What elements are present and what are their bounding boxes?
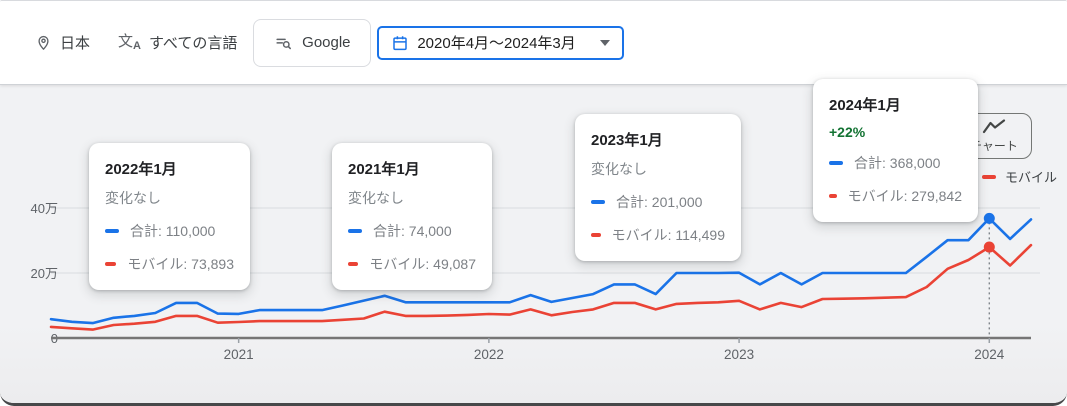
x-axis-label: 2022	[474, 347, 504, 362]
tooltip-card-2023-01: 2023年1月 変化なし 合計: 201,000 モバイル: 114,499	[575, 114, 741, 261]
search-engine-button[interactable]: Google	[253, 18, 372, 67]
x-axis-label: 2021	[224, 347, 254, 362]
translate-icon: 文A	[118, 32, 141, 52]
language-filter[interactable]: 文A すべての言語	[118, 32, 237, 53]
tooltip-change: 変化なし	[348, 190, 404, 206]
tooltip-mobile-value: モバイル: 279,842	[847, 188, 962, 204]
search-engine-icon	[276, 38, 292, 50]
tooltip-title: 2024年1月	[829, 97, 901, 114]
y-axis-label: 20万	[31, 266, 58, 281]
tooltip-mobile-row: モバイル: 73,893	[105, 254, 234, 274]
y-axis-label: 40万	[31, 201, 58, 216]
search-engine-label: Google	[302, 34, 351, 51]
location-filter[interactable]: 日本	[35, 32, 90, 53]
location-pin-icon	[38, 35, 49, 51]
total-highlight-marker[interactable]	[983, 212, 995, 224]
tooltip-total-row: 合計: 74,000	[348, 221, 476, 241]
chevron-down-icon	[599, 39, 610, 46]
tooltip-change-positive: +22%	[829, 124, 866, 140]
date-range-label: 2020年4月〜2024年3月	[417, 35, 576, 52]
chart-type-button[interactable]: チャート	[956, 113, 1032, 159]
tooltip-mobile-value: モバイル: 114,499	[611, 227, 725, 243]
total-line	[49, 217, 1033, 325]
total-series-dash-icon	[829, 161, 843, 165]
date-range-select[interactable]: 2020年4月〜2024年3月	[377, 25, 624, 60]
total-series-dash-icon	[348, 229, 362, 233]
tooltip-mobile-row: モバイル: 279,842	[829, 186, 962, 206]
tooltip-mobile-row: モバイル: 49,087	[348, 254, 476, 274]
tooltip-total-row: 合計: 110,000	[105, 221, 234, 241]
legend-item-mobile[interactable]: モバイル	[982, 167, 1057, 186]
mobile-legend-dash-icon	[982, 174, 996, 179]
tooltip-mobile-value: モバイル: 49,087	[369, 256, 476, 272]
mobile-series-dash-icon	[591, 233, 601, 237]
toolbar: 日本 文A すべての言語 Google	[0, 1, 1067, 85]
tooltip-title: 2021年1月	[348, 161, 420, 178]
mobile-series-dash-icon	[348, 262, 359, 266]
chart-type-label: チャート	[970, 138, 1018, 153]
x-axis-label: 2023	[724, 347, 754, 362]
mobile-series-dash-icon	[829, 194, 837, 198]
tooltip-total-value: 合計: 368,000	[854, 155, 941, 171]
total-series-dash-icon	[591, 200, 605, 204]
location-label: 日本	[60, 35, 91, 52]
mobile-highlight-marker[interactable]	[983, 241, 995, 253]
calendar-icon	[393, 35, 408, 50]
tooltip-title: 2022年1月	[105, 161, 177, 178]
line-chart-icon	[982, 118, 1006, 133]
tooltip-title: 2023年1月	[591, 132, 663, 149]
tooltip-mobile-row: モバイル: 114,499	[591, 225, 725, 245]
language-label: すべての言語	[148, 35, 238, 52]
x-axis-label: 2024	[974, 347, 1005, 362]
mobile-series-dash-icon	[105, 262, 117, 266]
tooltip-total-value: 合計: 110,000	[130, 223, 216, 239]
mobile-line	[49, 243, 1033, 331]
tooltip-change: 変化なし	[591, 161, 647, 177]
tooltip-total-value: 合計: 74,000	[373, 223, 452, 239]
mobile-legend-label: モバイル	[1005, 170, 1058, 185]
tooltip-change: 変化なし	[105, 190, 161, 206]
tooltip-mobile-value: モバイル: 73,893	[127, 256, 234, 272]
tooltip-card-2024-01: 2024年1月 +22% 合計: 368,000 モバイル: 279,842	[813, 79, 978, 222]
tooltip-total-row: 合計: 201,000	[591, 192, 725, 212]
total-series-dash-icon	[105, 229, 119, 233]
tooltip-total-row: 合計: 368,000	[829, 153, 962, 173]
tooltip-total-value: 合計: 201,000	[616, 194, 703, 210]
tooltip-card-2021-01: 2021年1月 変化なし 合計: 74,000 モバイル: 49,087	[332, 143, 492, 290]
tooltip-card-2022-01: 2022年1月 変化なし 合計: 110,000 モバイル: 73,893	[89, 143, 250, 290]
